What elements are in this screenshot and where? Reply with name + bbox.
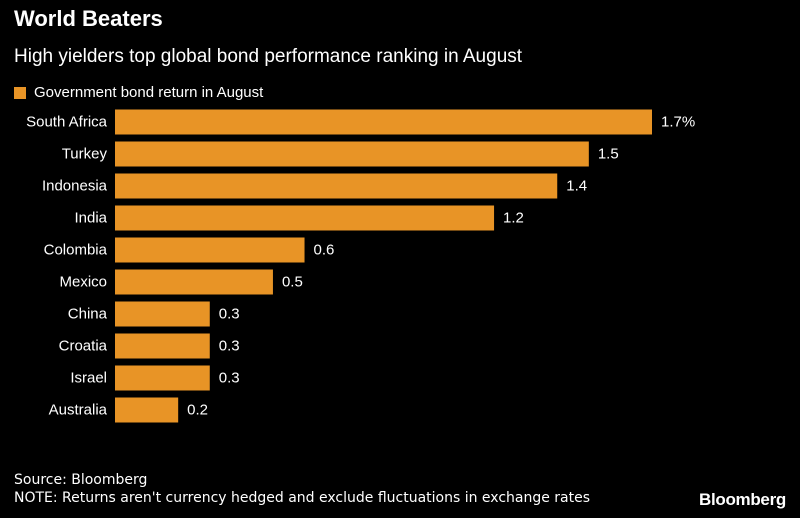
category-label: India (74, 210, 107, 227)
value-label: 1.2 (503, 210, 524, 227)
value-label: 0.3 (219, 306, 240, 323)
category-label: Indonesia (42, 178, 108, 195)
value-label: 1.5 (598, 146, 619, 163)
category-label: Croatia (59, 338, 108, 355)
bar (115, 205, 495, 231)
legend: Government bond return in August (14, 84, 263, 101)
legend-swatch (14, 86, 26, 99)
value-label: 0.3 (219, 370, 240, 387)
bar (115, 397, 179, 423)
category-label: South Africa (26, 114, 108, 131)
chart-subtitle: High yielders top global bond performanc… (14, 46, 523, 67)
bar (115, 109, 652, 135)
bar (115, 237, 305, 263)
category-label: Australia (49, 402, 108, 419)
category-label: Mexico (59, 274, 107, 291)
category-label: Turkey (62, 146, 108, 163)
value-label: 1.4 (566, 178, 587, 195)
legend-label: Government bond return in August (34, 84, 264, 101)
value-label: 0.2 (187, 402, 208, 419)
chart-title: World Beaters (14, 6, 163, 31)
bar (115, 141, 589, 167)
value-label: 0.5 (282, 274, 303, 291)
value-label: 0.6 (314, 242, 335, 259)
footnote: NOTE: Returns aren't currency hedged and… (14, 490, 591, 506)
bar (115, 333, 210, 359)
bar (115, 365, 210, 391)
category-label: China (68, 306, 108, 323)
value-label: 1.7% (661, 114, 695, 131)
value-label: 0.3 (219, 338, 240, 355)
bloomberg-logo: Bloomberg (698, 490, 786, 509)
source-note: Source: Bloomberg (14, 472, 148, 488)
category-label: Colombia (44, 242, 108, 259)
bar (115, 173, 558, 199)
bar (115, 269, 273, 295)
bar (115, 301, 210, 327)
category-label: Israel (70, 370, 107, 387)
